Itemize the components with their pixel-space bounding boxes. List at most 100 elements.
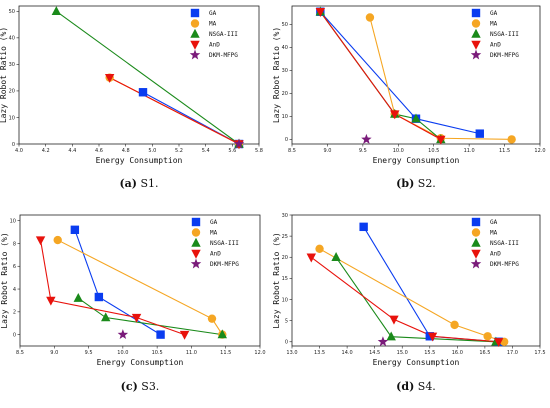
y-tick-label: 50	[282, 22, 288, 28]
y-tick-label: 0	[12, 142, 15, 148]
legend-marker-and	[190, 40, 200, 50]
data-point-and	[390, 110, 400, 120]
caption-text: S1.	[137, 177, 159, 190]
data-point-ga	[156, 330, 165, 339]
x-tick-label: 10.5	[152, 350, 163, 356]
x-axis-label: Energy Consumption	[96, 156, 183, 165]
y-tick-label: 50	[9, 9, 15, 15]
data-point-dkm-mfpg	[117, 329, 129, 340]
legend-label-ga: GA	[209, 10, 217, 17]
y-tick-label: 20	[9, 89, 15, 95]
x-tick-label: 10.5	[428, 148, 439, 154]
x-tick-label: 5.8	[255, 148, 263, 154]
data-point-ma	[315, 244, 324, 254]
data-point-and	[436, 135, 446, 145]
legend-label-and: AnD	[209, 42, 220, 49]
y-tick-label: 6	[13, 264, 16, 270]
x-tick-label: 5.0	[148, 148, 156, 154]
x-tick-label: 9.0	[323, 148, 331, 154]
legend-label-nsga-iii: NSGA-III	[490, 240, 519, 247]
legend-marker-and	[191, 249, 201, 259]
x-tick-label: 11.5	[220, 350, 231, 356]
y-tick-label: 25	[282, 234, 288, 240]
data-point-ga	[425, 332, 434, 341]
legend-label-nsga-iii: NSGA-III	[209, 31, 238, 38]
legend-label-dkm-mfpg: DKM-MFPG	[210, 261, 239, 268]
legend-label-ga: GA	[210, 219, 218, 226]
data-point-dkm-mfpg	[361, 133, 372, 144]
legend-label-ma: MA	[490, 230, 498, 237]
legend-label-dkm-mfpg: DKM-MFPG	[490, 52, 519, 59]
legend-marker-nsga-iii	[191, 237, 201, 247]
x-tick-label: 4.8	[122, 148, 130, 154]
y-tick-label: 4	[13, 287, 16, 293]
x-tick-label: 8.5	[16, 350, 24, 356]
legend-marker-dkm-mfpg	[470, 49, 482, 60]
x-tick-label: 17.0	[507, 350, 518, 356]
panel-caption: (a) S1.	[119, 177, 158, 190]
x-tick-label: 13.0	[286, 350, 297, 356]
data-point-and	[427, 332, 438, 342]
data-point-ma	[450, 320, 459, 330]
data-point-and	[315, 8, 326, 17]
legend-marker-dkm-mfpg	[470, 258, 482, 269]
legend-marker-ma	[471, 228, 481, 237]
data-point-and	[104, 73, 115, 83]
data-point-nsga-iii	[411, 113, 421, 123]
legend-label-and: AnD	[490, 42, 501, 49]
legend-marker-ga	[471, 8, 481, 18]
data-point-and	[389, 315, 399, 325]
data-point-ma	[207, 314, 217, 323]
panel-caption: (d) S4.	[396, 380, 436, 393]
legend-marker-and	[471, 249, 481, 259]
x-tick-label: 17.5	[534, 350, 545, 356]
y-tick-label: 0	[285, 340, 288, 346]
x-tick-label: 4.4	[68, 148, 76, 154]
y-axis-label: Lazy Robot Ratio (%)	[272, 232, 281, 328]
panel-caption: (b) S2.	[396, 177, 436, 190]
x-tick-label: 4.2	[42, 148, 50, 154]
legend-marker-ma	[191, 228, 201, 237]
x-tick-label: 8.5	[288, 148, 296, 154]
data-point-and	[131, 313, 142, 323]
data-point-and	[46, 296, 56, 306]
caption-text: S3.	[138, 380, 160, 393]
x-tick-label: 10.0	[117, 350, 128, 356]
series-line-nsga-iii	[77, 297, 223, 336]
legend-label-and: AnD	[490, 251, 501, 258]
x-tick-label: 12.0	[534, 148, 545, 154]
caption-label: (b)	[396, 177, 414, 190]
chart-panel-1: 4.0 4.2 4.4 4.6 4.8 5.0 5.2 5.4 5.6 5.8 0 10 20 30 40 5…	[0, 5, 263, 190]
x-tick-label: 15.5	[424, 350, 435, 356]
data-point-nsga-iii	[386, 331, 396, 341]
chart-panel-3: 8.5 9.0 9.5 10.0 10.5 11.0 11.5 12.0 0 2 4 6 8 10 Ener…	[0, 214, 266, 393]
y-tick-label: 2	[13, 310, 16, 316]
y-tick-label: 30	[282, 68, 288, 74]
data-point-nsga-iii	[51, 6, 62, 16]
x-tick-label: 9.5	[85, 350, 93, 356]
y-tick-label: 5	[285, 318, 288, 324]
y-tick-label: 0	[285, 137, 288, 143]
y-tick-label: 8	[13, 241, 16, 247]
x-tick-label: 5.6	[228, 148, 236, 154]
legend-marker-ma	[471, 19, 481, 28]
legend-label-ga: GA	[490, 219, 498, 226]
data-point-ga	[94, 292, 104, 302]
x-tick-label: 9.0	[50, 350, 58, 356]
data-point-dkm-mfpg	[233, 138, 245, 149]
caption-text: S4.	[414, 380, 436, 393]
legend-marker-dkm-mfpg	[189, 49, 201, 60]
caption-text: S2.	[414, 177, 436, 190]
series-line-nsga-iii	[56, 10, 240, 145]
legend-label-dkm-mfpg: DKM-MFPG	[490, 261, 519, 268]
series-line-and	[310, 256, 499, 343]
legend-label-ma: MA	[209, 21, 217, 28]
legend-label-ga: GA	[490, 10, 498, 17]
y-axis-label: Lazy Robot Ratio (%)	[272, 27, 281, 123]
caption-label: (a)	[119, 177, 137, 190]
legend-label-ma: MA	[210, 230, 218, 237]
data-point-ma	[365, 13, 375, 22]
legend-marker-nsga-iii	[190, 28, 200, 38]
